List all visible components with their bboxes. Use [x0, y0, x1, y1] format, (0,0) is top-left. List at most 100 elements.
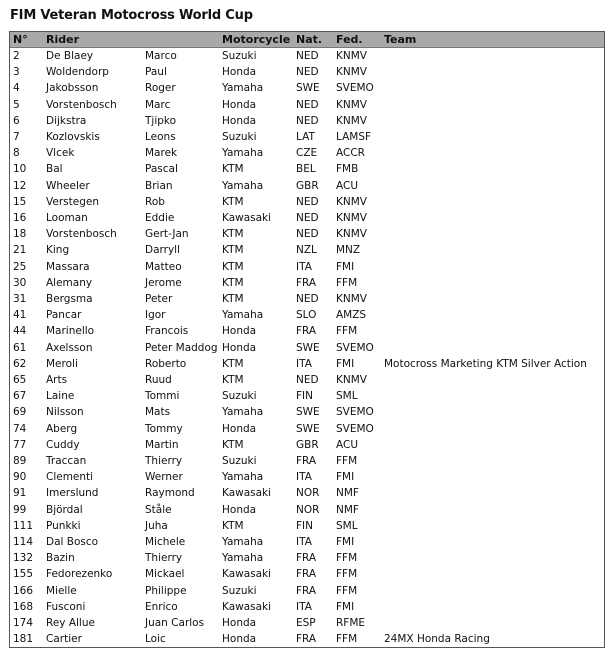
cell-number: 132 [13, 552, 34, 565]
cell-first-name: Francois [145, 325, 189, 338]
cell-first-name: Michele [145, 536, 186, 548]
cell-number: 155 [13, 568, 34, 581]
cell-last-name: Laine [46, 390, 75, 403]
cell-nationality: FRA [296, 552, 317, 565]
header-last-name: Rider [46, 33, 79, 46]
cell-number: 181 [13, 633, 34, 646]
cell-number: 168 [13, 600, 34, 613]
table-row: 16 Looman Eddie Kawasaki NED KNMV [10, 210, 604, 226]
cell-nationality: SWE [296, 406, 320, 419]
table-row: 89 Traccan Thierry Suzuki FRA FFM [10, 453, 604, 469]
cell-motorcycle: KTM [222, 195, 244, 208]
cell-nationality: NOR [296, 503, 320, 516]
cell-nationality: BEL [296, 163, 316, 176]
cell-federation: KNMV [336, 66, 367, 79]
cell-first-name: Mickael [145, 568, 185, 581]
cell-nationality: NED [296, 228, 319, 241]
cell-motorcycle: Kawasaki [222, 568, 272, 581]
table-row: 168 Fusconi Enrico Kawasaki ITA FMI [10, 599, 604, 615]
cell-federation: KNMV [336, 228, 367, 241]
cell-motorcycle: KTM [222, 438, 244, 451]
cell-nationality: ITA [296, 536, 312, 548]
cell-nationality: NED [296, 66, 319, 79]
cell-number: 114 [13, 536, 34, 548]
cell-number: 166 [13, 584, 34, 597]
cell-nationality: SLO [296, 309, 317, 322]
cell-federation: LAMSF [336, 131, 372, 143]
cell-last-name: Arts [46, 374, 68, 386]
cell-nationality: ITA [296, 600, 312, 613]
cell-number: 65 [13, 374, 27, 386]
cell-last-name: Björdal [46, 503, 83, 516]
cell-federation: SML [336, 390, 358, 403]
cell-motorcycle: KTM [222, 260, 244, 273]
cell-first-name: Jerome [145, 276, 182, 289]
cell-first-name: Raymond [145, 487, 195, 500]
table-row: 114 Dal Bosco Michele Yamaha ITA FMI [10, 534, 604, 550]
cell-nationality: SWE [296, 82, 320, 95]
cell-number: 8 [13, 147, 20, 160]
cell-number: 77 [13, 438, 27, 451]
cell-nationality: FIN [296, 390, 313, 403]
cell-federation: RFME [336, 617, 366, 629]
cell-number: 44 [13, 325, 27, 338]
cell-first-name: Peter [145, 293, 173, 305]
cell-federation: FMI [336, 471, 355, 484]
cell-federation: KNMV [336, 114, 367, 127]
cell-number: 5 [13, 98, 20, 111]
cell-last-name: Punkki [46, 519, 81, 532]
cell-last-name: De Blaey [46, 50, 94, 62]
cell-number: 25 [13, 260, 27, 273]
cell-nationality: CZE [296, 147, 318, 160]
table-row: 25 Massara Matteo KTM ITA FMI [10, 259, 604, 275]
cell-federation: FMB [336, 163, 359, 176]
cell-number: 4 [13, 82, 20, 95]
cell-last-name: Pancar [46, 309, 82, 322]
cell-federation: ACU [336, 438, 359, 451]
cell-motorcycle: Honda [222, 98, 257, 111]
cell-federation: FFM [336, 584, 358, 597]
cell-nationality: FIN [296, 519, 313, 532]
cell-last-name: Bal [46, 163, 63, 176]
cell-first-name: Igor [145, 309, 166, 322]
cell-motorcycle: Yamaha [222, 406, 264, 419]
cell-motorcycle: Honda [222, 114, 257, 127]
cell-first-name: Juha [145, 519, 168, 532]
table-row: 8 Vlcek Marek Yamaha CZE ACCR [10, 145, 604, 161]
cell-motorcycle: Suzuki [222, 131, 257, 143]
table-row: 5 Vorstenbosch Marc Honda NED KNMV [10, 97, 604, 113]
cell-first-name: Ruud [145, 374, 172, 386]
cell-nationality: ITA [296, 471, 312, 484]
cell-number: 90 [13, 471, 27, 484]
cell-number: 89 [13, 455, 27, 467]
cell-last-name: Fedorezenko [46, 568, 113, 581]
cell-motorcycle: KTM [222, 357, 244, 370]
table-row: 77 Cuddy Martin KTM GBR ACU [10, 437, 604, 453]
cell-last-name: King [46, 244, 70, 257]
cell-first-name: Ståle [145, 503, 172, 516]
cell-motorcycle: KTM [222, 276, 244, 289]
cell-last-name: Woldendorp [46, 66, 109, 79]
table-row: 155 Fedorezenko Mickael Kawasaki FRA FFM [10, 566, 604, 582]
cell-federation: FMI [336, 357, 355, 370]
cell-number: 21 [13, 244, 27, 257]
cell-nationality: NED [296, 98, 319, 111]
cell-nationality: ITA [296, 357, 312, 370]
cell-last-name: Marinello [46, 325, 95, 338]
cell-first-name: Gert-Jan [145, 228, 189, 241]
cell-motorcycle: Yamaha [222, 536, 264, 548]
cell-motorcycle: Yamaha [222, 82, 264, 95]
cell-number: 61 [13, 341, 27, 354]
cell-first-name: Leons [145, 131, 176, 143]
cell-last-name: Bergsma [46, 293, 93, 305]
cell-last-name: Kozlovskis [46, 131, 100, 143]
cell-last-name: Axelsson [46, 341, 93, 354]
cell-first-name: Marc [145, 98, 171, 111]
cell-last-name: Fusconi [46, 600, 86, 613]
cell-team: 24MX Honda Racing [384, 633, 490, 646]
cell-motorcycle: Suzuki [222, 455, 257, 467]
cell-last-name: Meroli [46, 357, 78, 370]
cell-nationality: SWE [296, 422, 320, 435]
table-row: 3 Woldendorp Paul Honda NED KNMV [10, 64, 604, 80]
cell-last-name: Vorstenbosch [46, 228, 117, 241]
